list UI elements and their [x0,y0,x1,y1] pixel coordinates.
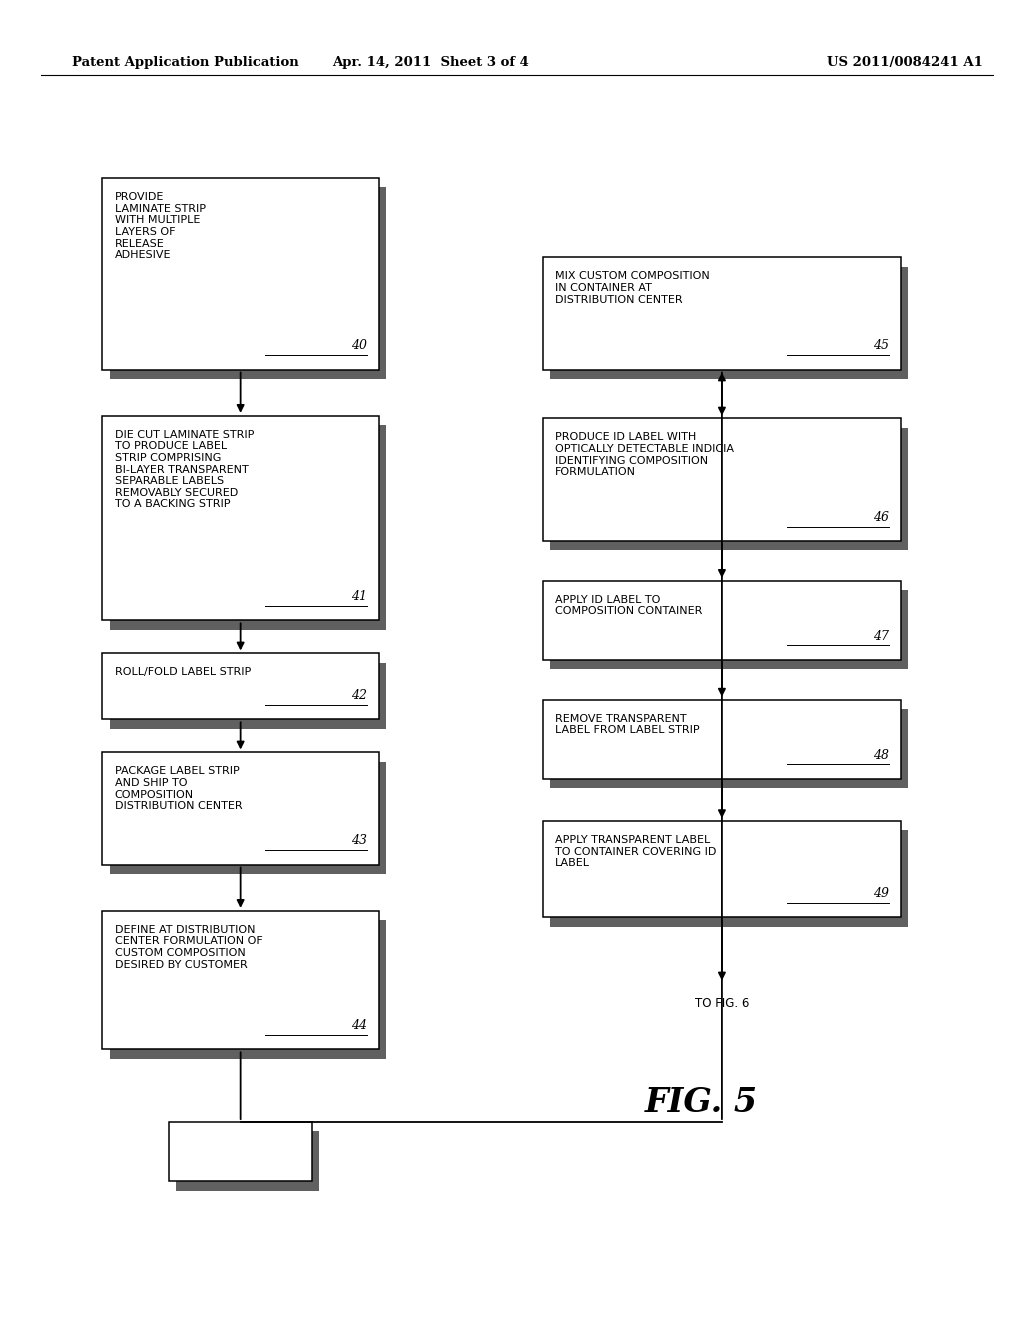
Text: 44: 44 [350,1019,367,1032]
Text: LABEL FROM LABEL STRIP: LABEL FROM LABEL STRIP [555,725,699,735]
Bar [550,830,908,927]
Text: ROLL/FOLD LABEL STRIP: ROLL/FOLD LABEL STRIP [115,668,251,677]
Bar [543,581,901,660]
Bar [543,257,901,370]
Text: 42: 42 [350,689,367,702]
Bar [102,653,379,719]
Text: PACKAGE LABEL STRIP: PACKAGE LABEL STRIP [115,767,240,776]
Text: DEFINE AT DISTRIBUTION: DEFINE AT DISTRIBUTION [115,925,255,935]
Text: CUSTOM COMPOSITION: CUSTOM COMPOSITION [115,948,246,958]
Text: DISTRIBUTION CENTER: DISTRIBUTION CENTER [115,801,243,812]
Text: LAMINATE STRIP: LAMINATE STRIP [115,203,206,214]
Bar [543,418,901,541]
Text: IDENTIFYING COMPOSITION: IDENTIFYING COMPOSITION [555,455,709,466]
Bar [550,590,908,669]
Bar [110,762,386,874]
Text: SEPARABLE LABELS: SEPARABLE LABELS [115,477,224,486]
Text: CENTER FORMULATION OF: CENTER FORMULATION OF [115,936,262,946]
Bar [102,178,379,370]
Bar [110,425,386,630]
Text: TO CONTAINER COVERING ID: TO CONTAINER COVERING ID [555,846,717,857]
Text: 45: 45 [872,339,889,352]
Text: FORMULATION: FORMULATION [555,467,636,478]
Text: BI-LAYER TRANSPARENT: BI-LAYER TRANSPARENT [115,465,249,475]
Text: LABEL: LABEL [555,858,590,869]
Text: TO FIG. 6: TO FIG. 6 [694,997,750,1010]
Bar [110,920,386,1059]
Bar [176,1131,319,1191]
Text: RELEASE: RELEASE [115,239,165,248]
Text: DIE CUT LAMINATE STRIP: DIE CUT LAMINATE STRIP [115,430,254,440]
Text: ADHESIVE: ADHESIVE [115,251,171,260]
Text: 43: 43 [350,834,367,847]
Bar [110,663,386,729]
Bar [550,267,908,379]
Text: TO A BACKING STRIP: TO A BACKING STRIP [115,499,230,510]
Text: IN CONTAINER AT: IN CONTAINER AT [555,282,652,293]
Text: 49: 49 [872,887,889,900]
Bar [102,911,379,1049]
Text: WITH MULTIPLE: WITH MULTIPLE [115,215,200,226]
Text: PROVIDE: PROVIDE [115,193,164,202]
Text: 48: 48 [872,748,889,762]
Text: COMPOSITION CONTAINER: COMPOSITION CONTAINER [555,606,702,616]
Text: TO PRODUCE LABEL: TO PRODUCE LABEL [115,441,226,451]
Text: 46: 46 [872,511,889,524]
Bar [110,187,386,379]
Text: PRODUCE ID LABEL WITH: PRODUCE ID LABEL WITH [555,433,696,442]
Text: REMOVABLY SECURED: REMOVABLY SECURED [115,488,238,498]
Bar [102,752,379,865]
Text: US 2011/0084241 A1: US 2011/0084241 A1 [827,55,983,69]
Text: COMPOSITION: COMPOSITION [115,789,194,800]
Text: MIX CUSTOM COMPOSITION: MIX CUSTOM COMPOSITION [555,272,710,281]
Text: DESIRED BY CUSTOMER: DESIRED BY CUSTOMER [115,960,248,970]
Bar [543,700,901,779]
Text: 41: 41 [350,590,367,603]
Bar [169,1122,312,1181]
Text: STRIP COMPRISING: STRIP COMPRISING [115,453,221,463]
Text: LAYERS OF: LAYERS OF [115,227,175,238]
Bar [550,709,908,788]
Text: Apr. 14, 2011  Sheet 3 of 4: Apr. 14, 2011 Sheet 3 of 4 [332,55,528,69]
Text: OPTICALLY DETECTABLE INDICIA: OPTICALLY DETECTABLE INDICIA [555,444,734,454]
Text: APPLY TRANSPARENT LABEL: APPLY TRANSPARENT LABEL [555,836,711,845]
Text: DISTRIBUTION CENTER: DISTRIBUTION CENTER [555,294,683,305]
Bar [102,416,379,620]
Text: FIG. 5: FIG. 5 [645,1085,758,1119]
Text: Patent Application Publication: Patent Application Publication [72,55,298,69]
Text: REMOVE TRANSPARENT: REMOVE TRANSPARENT [555,714,687,723]
Bar [550,428,908,550]
Text: AND SHIP TO: AND SHIP TO [115,777,187,788]
Text: APPLY ID LABEL TO: APPLY ID LABEL TO [555,595,660,605]
Bar [543,821,901,917]
Text: 47: 47 [872,630,889,643]
Text: 40: 40 [350,339,367,352]
